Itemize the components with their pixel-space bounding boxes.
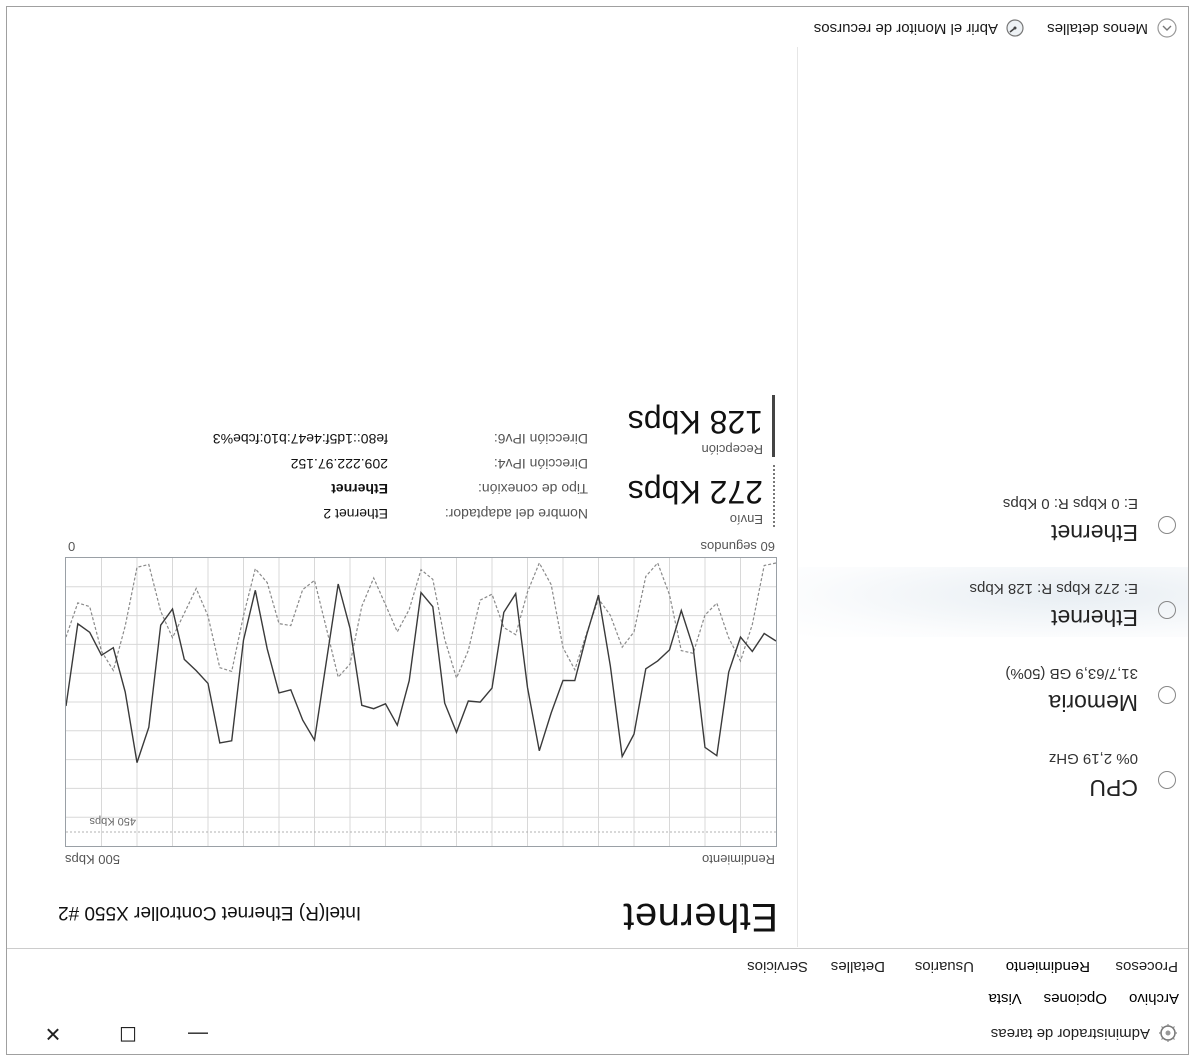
connection-type-value: Ethernet [331,481,388,497]
ipv4-value: 209.222.97.152 [290,456,388,472]
sidebar-item-sub: E: 272 Kbps R: 128 Kbps [969,580,1138,597]
task-manager-icon [1159,1024,1177,1042]
ipv4-label: Dirección IPv4: [493,456,588,472]
sidebar-item-memoria[interactable]: Memoria 31,7/63,9 GB (50%) [798,652,1188,722]
tab-usuarios[interactable]: Usuarios [914,958,974,975]
send-series-line [65,583,777,763]
menu-vista[interactable]: Vista [988,990,1022,1007]
receive-value: 128 Kbps [627,404,763,440]
send-label: Envío [729,512,763,527]
connection-type-label: Tipo de conexión: [478,481,588,497]
sidebar-item-ethernet[interactable]: Ethernet E: 0 Kbps R: 0 Kbps [798,482,1188,552]
page-title: Ethernet [622,895,778,939]
receive-legend-marker [769,395,775,457]
collapse-chevron-icon[interactable] [1156,17,1178,39]
tab-detalles[interactable]: Detalles [830,958,885,975]
close-button[interactable]: ✕ [23,1014,83,1054]
ipv6-label: Dirección IPv6: [493,431,588,447]
minimize-icon: — [188,1023,208,1046]
cpu-radio-icon [1158,771,1176,789]
sidebar-item-sub: E: 0 Kbps R: 0 Kbps [1002,495,1138,512]
menu-opciones[interactable]: Opciones [1043,990,1107,1007]
adapter-name-label: Nombre del adaptador: [444,506,588,522]
sidebar-item-sub: 0% 2,19 GHz [1048,750,1138,767]
performance-sidebar: CPU 0% 2,19 GHz Memoria 31,7/63,9 GB (50… [797,47,1188,947]
memory-radio-icon [1158,686,1176,704]
graph-title-label: Rendimiento [702,852,775,867]
adapter-name-value: Ethernet 2 [323,506,388,522]
graph-mid-label: 450 Kbps [89,815,136,827]
window-title: Administrador de tareas [990,1025,1150,1042]
receive-series-line [65,561,777,680]
tab-bar: Procesos Rendimiento Usuarios Detalles S… [7,948,1188,981]
ethernet-radio-icon [1158,601,1176,619]
menu-archivo[interactable]: Archivo [1128,990,1179,1007]
sidebar-item-name: CPU [1089,775,1138,801]
graph-zero-label: 0 [68,539,76,554]
sidebar-item-sub: 31,7/63,9 GB (50%) [1005,665,1138,682]
resource-monitor-icon [1006,19,1024,37]
adapter-name: Intel(R) Ethernet Controller X550 #2 [58,902,362,923]
maximize-button[interactable]: ☐ [98,1014,158,1054]
performance-detail-panel: Ethernet Intel(R) Ethernet Controller X5… [13,47,783,947]
tab-procesos[interactable]: Procesos [1115,958,1178,975]
graph-time-label: 60 segundos [700,539,775,554]
send-value: 272 Kbps [627,474,763,510]
receive-label: Recepción [701,442,763,457]
footer-bar: Menos detalles Abrir el Monitor de recur… [7,7,1188,47]
sidebar-item-cpu[interactable]: CPU 0% 2,19 GHz [798,737,1188,807]
graph-canvas: 450 Kbps [65,558,777,846]
ethernet-radio-icon [1158,516,1176,534]
menu-bar: Archivo Opciones Vista [987,985,1181,1009]
minimize-button[interactable]: — [168,1014,228,1054]
send-legend-marker [770,465,775,527]
sidebar-item-name: Memoria [1048,690,1138,716]
tab-rendimiento[interactable]: Rendimiento [1005,958,1090,975]
less-details-link[interactable]: Menos detalles [1047,20,1148,37]
throughput-graph: 450 Kbps [65,557,777,847]
title-bar: Administrador de tareas — ☐ ✕ [7,1012,1188,1054]
graph-max-label: 500 Kbps [65,852,120,867]
ipv6-value: fe80::1d5f:4e47:b10:fcbe%3 [212,431,388,447]
sidebar-item-name: Ethernet [1051,605,1138,631]
maximize-icon: ☐ [119,1022,137,1045]
tab-servicios[interactable]: Servicios [747,958,808,975]
sidebar-item-ethernet-2[interactable]: Ethernet E: 272 Kbps R: 128 Kbps [798,567,1188,637]
sidebar-item-name: Ethernet [1051,520,1138,546]
open-resource-monitor-link[interactable]: Abrir el Monitor de recursos [813,20,998,37]
close-icon: ✕ [44,1022,62,1045]
